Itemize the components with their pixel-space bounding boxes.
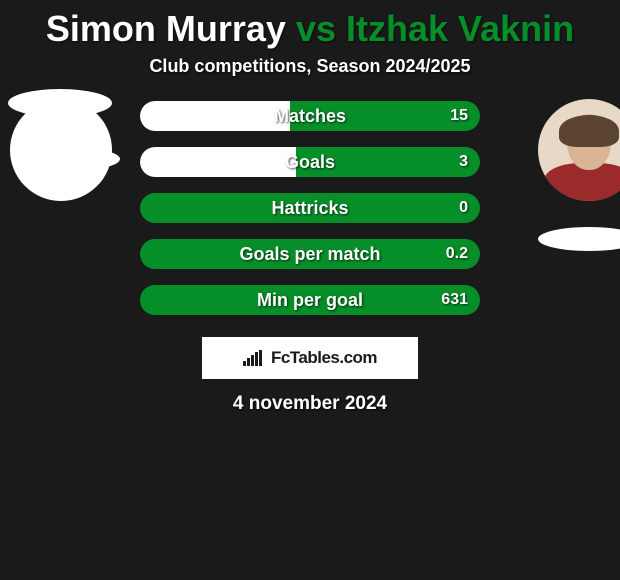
stat-value-right: 0.2 — [446, 239, 468, 269]
player1-name: Simon Murray — [46, 8, 286, 49]
brand-text: FcTables.com — [271, 348, 377, 368]
player2-avatar — [538, 99, 620, 201]
stat-value-right: 15 — [450, 101, 468, 131]
stat-value-right: 3 — [459, 147, 468, 177]
stat-bar-goals-per-match: Goals per match 0.2 — [140, 239, 480, 269]
stat-label: Goals — [140, 147, 480, 177]
player1-avatar — [10, 99, 112, 201]
stat-bar-min-per-goal: Min per goal 631 — [140, 285, 480, 315]
player2-name: Itzhak Vaknin — [346, 8, 574, 49]
snapshot-date: 4 november 2024 — [0, 393, 620, 415]
stat-label: Hattricks — [140, 193, 480, 223]
stat-bars: Matches 15 Goals 3 Hattricks 0 Goals per… — [140, 101, 480, 331]
stat-label: Min per goal — [140, 285, 480, 315]
stat-bar-hattricks: Hattricks 0 — [140, 193, 480, 223]
decorative-ellipse-3 — [538, 227, 620, 251]
stat-bar-goals: Goals 3 — [140, 147, 480, 177]
season-subtitle: Club competitions, Season 2024/2025 — [0, 56, 620, 77]
source-logo: FcTables.com — [202, 337, 418, 379]
stat-label: Matches — [140, 101, 480, 131]
stat-bar-matches: Matches 15 — [140, 101, 480, 131]
bars-icon — [243, 350, 265, 366]
stat-value-right: 0 — [459, 193, 468, 223]
comparison-title: Simon Murray vs Itzhak Vaknin — [0, 0, 620, 56]
stat-value-right: 631 — [441, 285, 468, 315]
stat-label: Goals per match — [140, 239, 480, 269]
avatar-hair — [559, 115, 619, 147]
vs-text: vs — [296, 8, 336, 49]
